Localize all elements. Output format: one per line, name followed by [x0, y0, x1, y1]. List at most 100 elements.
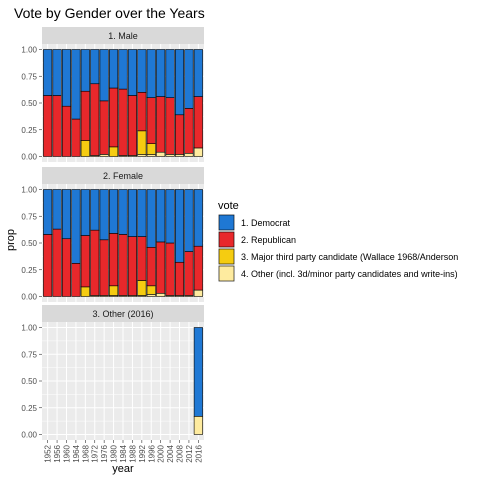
- y-tick-label: 0.25: [21, 126, 37, 135]
- bar-segment: [127, 95, 137, 156]
- y-axis-title: prop: [5, 229, 17, 251]
- bar-segment: [109, 146, 119, 157]
- bar-segment: [109, 49, 119, 89]
- bar-segment: [165, 242, 175, 296]
- bar-segment: [80, 235, 90, 288]
- y-tick-label: 0.50: [21, 239, 37, 248]
- bar-segment: [165, 154, 175, 157]
- facet-strip-label: 2. Female: [103, 171, 143, 181]
- x-tick-label: 2004: [166, 444, 175, 462]
- x-tick-label: 2000: [157, 444, 166, 462]
- bar-segment: [127, 189, 137, 237]
- bar-segment: [43, 234, 53, 297]
- bar-segment: [118, 234, 128, 296]
- bar-segment: [193, 147, 203, 157]
- bar-segment: [99, 49, 109, 102]
- bar-segment: [174, 261, 185, 296]
- legend-swatch: [218, 265, 235, 282]
- bar-segment: [165, 97, 175, 155]
- bar-segment: [90, 83, 100, 156]
- bar-segment: [71, 189, 81, 264]
- bar-segment: [184, 189, 194, 252]
- bar-segment: [127, 49, 137, 96]
- bar-segment: [146, 285, 156, 295]
- x-tick-label: 1984: [119, 444, 128, 462]
- chart-title: Vote by Gender over the Years: [14, 5, 205, 21]
- legend-swatch: [218, 248, 235, 265]
- bar-segment: [109, 87, 119, 148]
- bar-segment: [52, 228, 62, 297]
- bar-segment: [156, 96, 166, 153]
- bar-segment: [156, 189, 166, 243]
- bar-segment: [61, 238, 72, 297]
- bar-segment: [118, 49, 128, 90]
- x-tick-label: 1980: [110, 444, 119, 462]
- facet-panels: 1. Male 0.00 0.25 0.50 0.75 1.00 2. Female 0.00…: [21, 27, 204, 463]
- bar-segment: [165, 49, 175, 98]
- bar-segment: [43, 95, 53, 157]
- bar-segment: [99, 154, 109, 157]
- bar-segment: [118, 88, 128, 156]
- bar-segment: [165, 189, 175, 244]
- bar-segment: [184, 251, 194, 296]
- bar-segment: [193, 189, 203, 247]
- legend: vote 1. Democrat 2. Republican 3. Major th…: [218, 200, 458, 282]
- bar-segment: [146, 143, 156, 155]
- bar-segment: [52, 189, 62, 230]
- bar-segment: [137, 49, 147, 93]
- facet-strip: [42, 27, 204, 44]
- bar-segment: [109, 285, 119, 296]
- bar-segment: [109, 189, 119, 234]
- bar-segment: [174, 189, 185, 263]
- bar-segment: [90, 189, 100, 231]
- bar-segment: [80, 140, 90, 157]
- bar-segment: [109, 233, 119, 287]
- x-tick-label: 2012: [185, 444, 194, 462]
- facet-panel: 1. Male 0.00 0.25 0.50 0.75 1.00: [21, 27, 204, 162]
- facet-strip: [42, 305, 204, 322]
- bar-segment: [193, 245, 203, 291]
- y-tick-label: 0.00: [21, 153, 37, 162]
- x-tick-label: 1992: [138, 444, 147, 462]
- bar-segment: [99, 189, 109, 241]
- y-tick-label: 0.50: [21, 99, 37, 108]
- x-tick-label: 2016: [194, 444, 203, 462]
- bar-segment: [137, 280, 147, 296]
- bar-segment: [156, 151, 166, 157]
- bar-segment: [146, 49, 156, 98]
- bar-segment: [193, 416, 203, 435]
- facet-strip: [42, 167, 204, 184]
- bar-segment: [99, 239, 109, 296]
- bar-segment: [184, 108, 194, 154]
- y-tick-label: 1.00: [21, 46, 37, 55]
- x-tick-label: 1988: [128, 444, 137, 462]
- bar-segment: [80, 286, 90, 297]
- bar-segment: [146, 246, 156, 287]
- x-tick-label: 2008: [176, 444, 185, 462]
- bar-segment: [43, 49, 53, 96]
- legend-swatch: [218, 231, 235, 248]
- bar-segment: [193, 327, 203, 417]
- legend-title: vote: [218, 200, 239, 212]
- bar-segment: [90, 229, 100, 296]
- bar-segment: [71, 118, 81, 157]
- bar-segment: [61, 49, 72, 107]
- bar-segment: [137, 92, 147, 132]
- bar-segment: [127, 236, 137, 296]
- facet-panel: 2. Female 0.00 0.25 0.50 0.75 1.00: [21, 167, 204, 302]
- y-tick-label: 0.00: [21, 431, 37, 440]
- y-tick-label: 0.75: [21, 212, 37, 221]
- x-tick-label: 1976: [100, 444, 109, 462]
- y-tick-label: 0.50: [21, 377, 37, 386]
- x-tick-label: 1996: [147, 444, 156, 462]
- bar-segment: [146, 154, 156, 157]
- y-tick-label: 0.25: [21, 266, 37, 275]
- y-tick-label: 1.00: [21, 186, 37, 195]
- bar-segment: [99, 100, 109, 155]
- x-tick-label: 1964: [72, 444, 81, 462]
- bar-segment: [146, 189, 156, 248]
- bar-segment: [146, 294, 156, 297]
- x-tick-label: 1972: [91, 444, 100, 462]
- facet-strip-label: 3. Other (2016): [92, 309, 153, 319]
